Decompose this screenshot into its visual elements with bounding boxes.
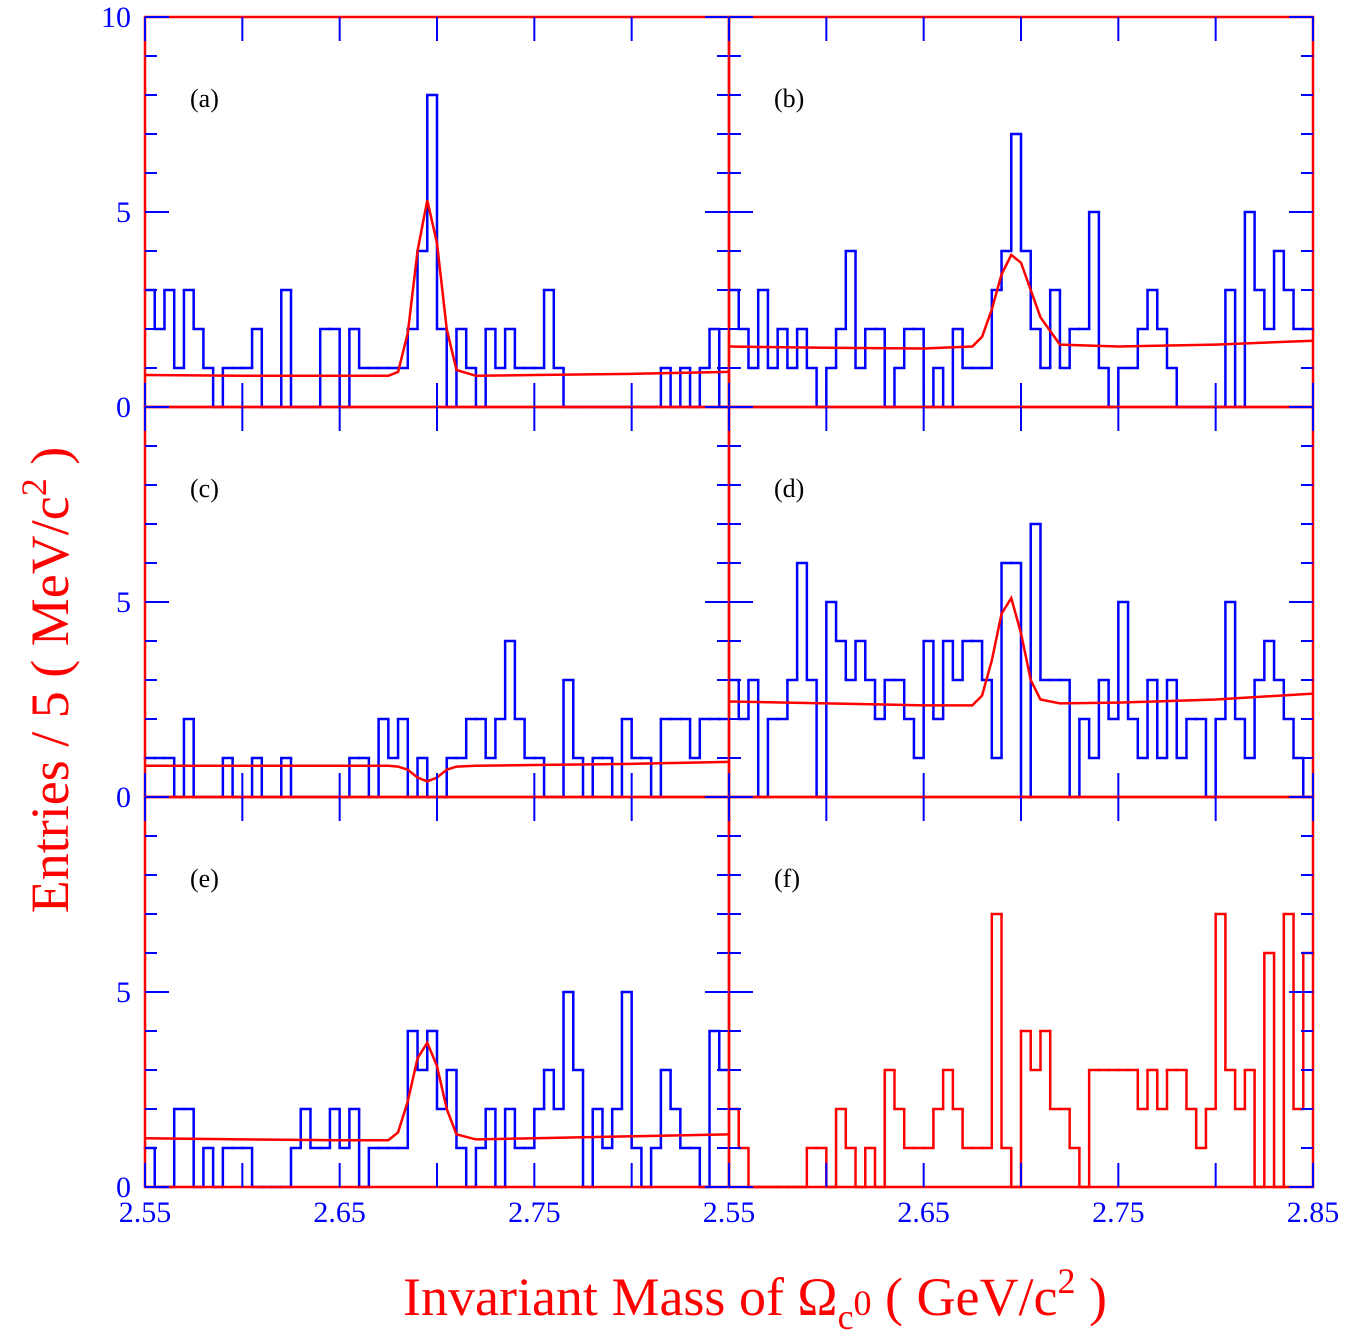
x-tick-label: 2.55 (703, 1196, 756, 1229)
panel: (f) 2.55 2.65 2.75 2.85 (703, 795, 1340, 1229)
y-axis-label-part: ) (20, 447, 80, 478)
x-tick-label: 2.75 (1092, 1196, 1145, 1229)
fit-curve (728, 252, 1314, 350)
y-tick-label: 5 (116, 976, 131, 1009)
x-tick-label: 2.65 (313, 1196, 366, 1229)
x-axis-label: Invariant Mass of Ωc0 ( GeV/c2 ) (403, 1261, 1107, 1330)
x-axis-label-part: 2 (1057, 1261, 1075, 1301)
x-tick-label: 2.85 (1287, 1196, 1340, 1229)
panel-label: (e) (190, 864, 219, 893)
panel-label: (a) (190, 84, 219, 113)
panel-label: (c) (190, 474, 219, 503)
y-axis-label-part: 2 (14, 478, 54, 496)
panel-frame (143, 795, 731, 1189)
y-tick-label: 5 (116, 196, 131, 229)
y-tick-label: 0 (116, 1171, 131, 1204)
fit-curve (144, 200, 730, 378)
x-tick-label: 2.55 (119, 1196, 172, 1229)
x-axis-label-part: c (838, 1297, 854, 1330)
panel: (a) 0 5 10 (101, 1, 731, 424)
x-axis-label-part: Invariant Mass of Ω (403, 1267, 838, 1327)
y-tick-label: 0 (116, 391, 131, 424)
y-tick-label: 0 (116, 781, 131, 814)
panel: (d) (727, 405, 1315, 799)
fit-curve (144, 1039, 730, 1142)
x-axis-label-part: ) (1075, 1267, 1106, 1327)
panel-frame (143, 405, 731, 799)
x-tick-label: 2.75 (508, 1196, 561, 1229)
fit-curve (145, 760, 730, 783)
panel: (b) (727, 15, 1315, 409)
panel-label: (d) (774, 474, 804, 503)
y-axis-label: Entries / 5 ( MeV/c2 ) (14, 447, 80, 913)
panel: (e) 0 5 2.55 2.65 2.75 (116, 795, 731, 1229)
fit-curve (728, 595, 1314, 707)
y-tick-label: 10 (101, 1, 131, 34)
x-tick-label: 2.65 (897, 1196, 950, 1229)
x-axis-label-part: ( GeV/c (872, 1267, 1058, 1327)
x-axis-label-part: 0 (854, 1283, 872, 1323)
panel-label: (b) (774, 84, 804, 113)
y-axis-label-part: Entries / 5 ( MeV/c (20, 496, 80, 913)
y-tick-label: 5 (116, 586, 131, 619)
panel-label: (f) (774, 864, 800, 893)
panel: (c) 0 5 (116, 405, 731, 814)
